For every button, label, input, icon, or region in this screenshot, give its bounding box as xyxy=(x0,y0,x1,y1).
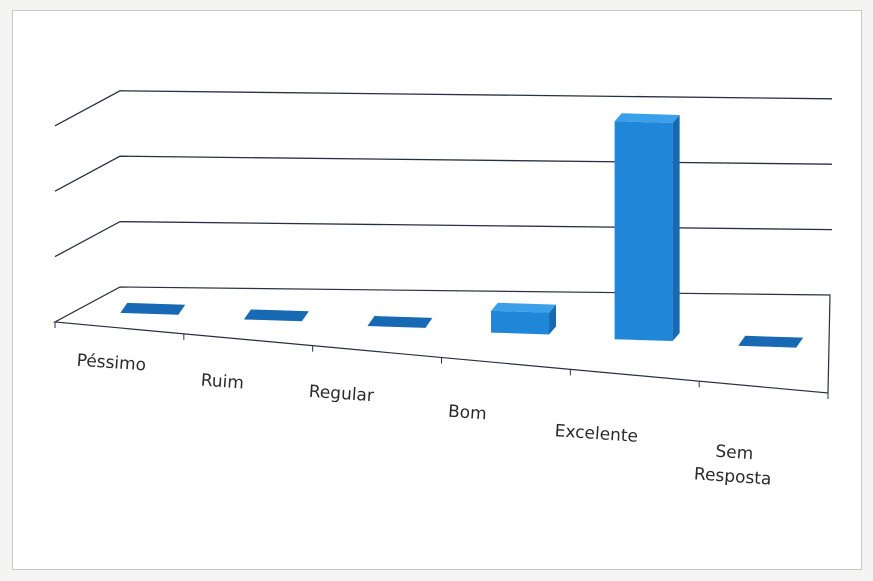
chart-floor xyxy=(52,286,831,399)
bar-2 xyxy=(367,316,433,328)
bar-3-side xyxy=(549,304,557,335)
floor-plane xyxy=(52,286,831,394)
category-label-0: Péssimo xyxy=(76,351,147,376)
bar-4-front xyxy=(614,121,673,342)
bars xyxy=(120,113,804,348)
bar-4-side xyxy=(672,115,680,342)
category-label-1: Ruim xyxy=(200,371,244,394)
category-label-5: SemResposta xyxy=(693,440,773,489)
gridline-2 xyxy=(54,155,833,192)
gridlines xyxy=(54,90,833,258)
bar-2-tile xyxy=(367,316,433,328)
bar-3 xyxy=(491,302,557,335)
category-labels: Péssimo Ruim Regular Bom Excelente SemRespost… xyxy=(76,351,773,490)
bar-5 xyxy=(738,335,804,348)
gridline-1 xyxy=(54,220,833,258)
bar-1 xyxy=(243,309,309,322)
bar-1-tile xyxy=(243,309,309,322)
bar-4-top xyxy=(614,113,680,124)
bar-3-top xyxy=(491,302,557,313)
category-label-3: Bom xyxy=(447,402,487,425)
bar-0-tile xyxy=(120,302,186,315)
category-label-4: Excelente xyxy=(554,421,639,447)
bar-0 xyxy=(120,302,186,315)
bar-5-tile xyxy=(738,335,804,348)
category-label-2: Regular xyxy=(308,382,374,407)
gridline-3 xyxy=(54,90,833,127)
bar-4 xyxy=(614,113,680,342)
bar-3-front xyxy=(491,310,550,335)
